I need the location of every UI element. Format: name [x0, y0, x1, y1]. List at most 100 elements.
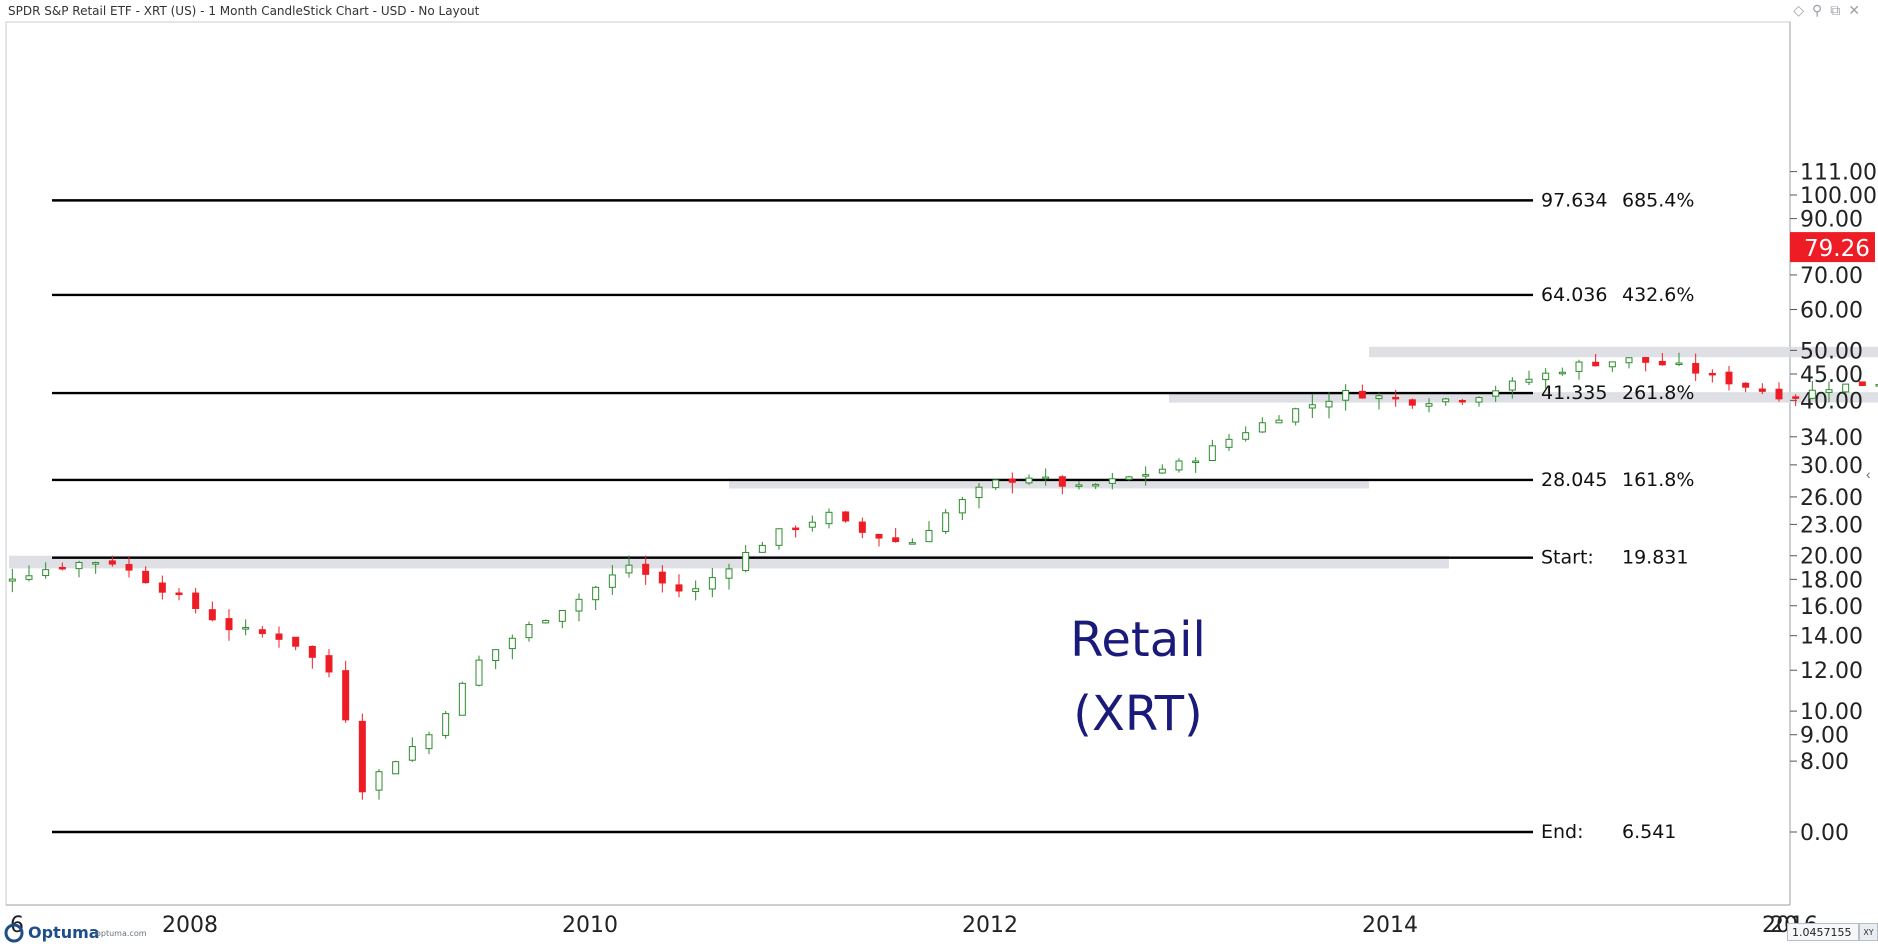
candle[interactable] — [1108, 472, 1116, 490]
candle[interactable] — [1275, 415, 1283, 424]
candle[interactable] — [1842, 383, 1850, 394]
diamond-icon[interactable]: ◇ — [1793, 2, 1812, 18]
candle[interactable] — [392, 760, 400, 775]
candle[interactable] — [1258, 417, 1266, 433]
candle[interactable] — [1158, 464, 1166, 474]
candle[interactable] — [275, 626, 283, 648]
candle[interactable] — [125, 556, 133, 578]
candle[interactable] — [1192, 457, 1200, 473]
candle[interactable] — [242, 619, 250, 636]
candle[interactable] — [925, 521, 933, 543]
candle[interactable] — [575, 593, 583, 622]
candle[interactable] — [158, 575, 166, 600]
candle[interactable] — [1508, 377, 1516, 399]
candle[interactable] — [25, 565, 33, 582]
candle[interactable] — [942, 509, 950, 535]
candle[interactable] — [425, 731, 433, 755]
candle[interactable] — [375, 769, 383, 800]
candle[interactable] — [1125, 475, 1133, 481]
candle[interactable] — [1592, 353, 1600, 367]
candle[interactable] — [1075, 481, 1083, 490]
candle[interactable] — [508, 634, 516, 660]
candle[interactable] — [742, 545, 750, 573]
candle[interactable] — [1242, 426, 1250, 442]
candle[interactable] — [142, 566, 150, 584]
candle[interactable] — [1225, 434, 1233, 451]
candle[interactable] — [1658, 353, 1666, 366]
candle[interactable] — [775, 528, 783, 550]
candle[interactable] — [1325, 392, 1333, 419]
candle[interactable] — [958, 496, 966, 521]
candle[interactable] — [692, 580, 700, 601]
candle[interactable] — [1292, 407, 1300, 426]
candle[interactable] — [1042, 468, 1050, 486]
candle[interactable] — [1758, 383, 1766, 395]
candle[interactable] — [625, 555, 633, 578]
candle[interactable] — [1575, 359, 1583, 380]
candle[interactable] — [858, 517, 866, 539]
candle[interactable] — [208, 601, 216, 622]
candle[interactable] — [1425, 398, 1433, 413]
candle[interactable] — [1708, 369, 1716, 383]
candle[interactable] — [642, 555, 650, 585]
candle[interactable] — [342, 660, 350, 723]
candle[interactable] — [1625, 357, 1633, 369]
candle[interactable] — [608, 565, 616, 596]
candle[interactable] — [1608, 361, 1616, 372]
candle[interactable] — [1058, 475, 1066, 495]
candle[interactable] — [1692, 353, 1700, 381]
candle[interactable] — [492, 649, 500, 670]
candle[interactable] — [1458, 398, 1466, 406]
candle[interactable] — [408, 737, 416, 762]
close-icon[interactable]: ✕ — [1848, 2, 1868, 18]
candle[interactable] — [58, 562, 66, 571]
candle[interactable] — [1475, 396, 1483, 407]
candle[interactable] — [1875, 378, 1878, 387]
candle[interactable] — [475, 655, 483, 687]
candle[interactable] — [1408, 398, 1416, 409]
candle[interactable] — [1392, 389, 1400, 407]
candle[interactable] — [192, 588, 200, 614]
zoom-value-field[interactable]: 1.0457155 — [1787, 923, 1859, 941]
candle[interactable] — [992, 479, 1000, 490]
candle[interactable] — [292, 636, 300, 651]
candle[interactable] — [1858, 381, 1866, 387]
chevron-left-icon[interactable]: ‹ — [1866, 466, 1871, 482]
candle[interactable] — [842, 511, 850, 523]
candle[interactable] — [1825, 381, 1833, 403]
candle[interactable] — [1442, 397, 1450, 406]
candle[interactable] — [808, 515, 816, 532]
candle[interactable] — [892, 527, 900, 543]
candle[interactable] — [8, 568, 16, 593]
candle[interactable] — [1358, 384, 1366, 399]
candle[interactable] — [1742, 382, 1750, 393]
pin-icon[interactable]: ⚲ — [1812, 2, 1831, 18]
candle[interactable] — [1775, 382, 1783, 402]
candle[interactable] — [875, 533, 883, 547]
candle[interactable] — [1792, 394, 1800, 407]
candle[interactable] — [458, 681, 466, 716]
candle[interactable] — [525, 621, 533, 642]
candle[interactable] — [1142, 466, 1150, 486]
candle[interactable] — [75, 560, 83, 578]
candle[interactable] — [1808, 381, 1816, 400]
candle[interactable] — [725, 563, 733, 590]
candle[interactable] — [42, 562, 50, 579]
plot-area[interactable] — [5, 21, 1791, 906]
candle[interactable] — [308, 645, 316, 669]
candle[interactable] — [1092, 483, 1100, 489]
candle[interactable] — [675, 574, 683, 598]
candle[interactable] — [175, 588, 183, 601]
candle[interactable] — [1308, 394, 1316, 418]
candle[interactable] — [708, 567, 716, 598]
candle[interactable] — [1175, 458, 1183, 473]
candle[interactable] — [908, 538, 916, 545]
candle[interactable] — [1025, 474, 1033, 485]
candle[interactable] — [108, 555, 116, 567]
candle[interactable] — [225, 609, 233, 641]
candle[interactable] — [558, 609, 566, 629]
candle[interactable] — [92, 561, 100, 574]
candle[interactable] — [542, 619, 550, 624]
candle[interactable] — [258, 626, 266, 638]
